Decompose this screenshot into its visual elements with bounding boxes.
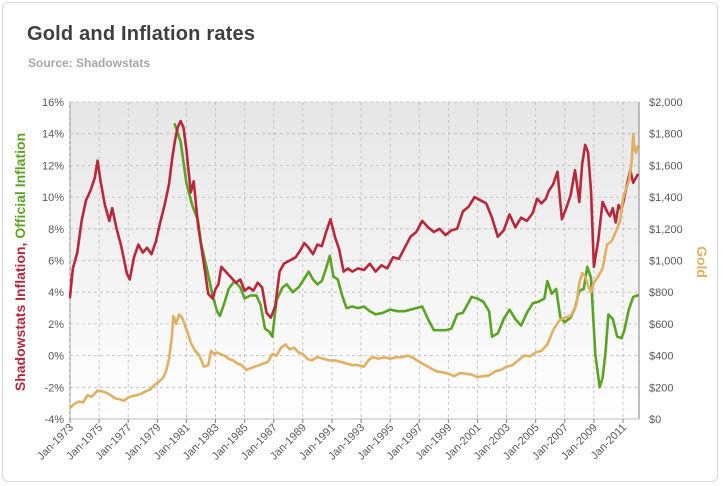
left-tick-label: 14% [42,129,64,141]
left-axis-label-shadowstats: Shadowstats Inflation [12,246,28,391]
right-tick-label: $1,200 [649,224,683,236]
left-axis-label-official: Official Inflation [12,133,28,239]
left-tick-label: 6% [48,256,64,268]
right-tick-label: $200 [649,382,673,394]
left-axis-ticks: 16% 14% 12% 10% 8% 6% 4% 2% 0% -2% -4% [42,97,64,426]
left-tick-label: 16% [42,97,64,109]
left-axis-label: Shadowstats Inflation, Official Inflatio… [12,133,28,391]
right-tick-label: $1,800 [649,129,683,141]
right-axis-label: Gold [694,246,710,278]
left-tick-label: 0% [48,351,64,363]
left-tick-label: 4% [48,287,64,299]
right-tick-label: $1,400 [649,192,683,204]
shadowstats-inflation-line [68,119,639,319]
right-tick-label: $1,000 [649,256,683,268]
left-tick-label: 2% [48,319,64,331]
gold-line [68,132,639,410]
right-tick-label: $600 [649,319,673,331]
chart-title: Gold and Inflation rates [27,23,256,45]
left-tick-label: 12% [42,160,64,172]
left-tick-label: -2% [44,382,64,394]
series-layer [68,119,639,410]
left-tick-label: -4% [44,414,64,426]
right-tick-label: $0 [649,414,661,426]
right-tick-label: $2,000 [649,97,683,109]
left-tick-label: 8% [48,224,64,236]
chart-subtitle: Source: Shadowstats [28,56,151,70]
right-tick-label: $1,600 [649,160,683,172]
left-tick-label: 10% [42,192,64,204]
right-tick-label: $400 [649,351,673,363]
right-tick-label: $800 [649,287,673,299]
left-axis-label-separator: , [12,239,28,247]
x-axis-ticks: Jan-1973Jan-1975Jan-1977Jan-1979Jan-1981… [35,422,629,463]
right-axis-ticks: $2,000 $1,800 $1,600 $1,400 $1,200 $1,000 $800… [649,97,683,426]
